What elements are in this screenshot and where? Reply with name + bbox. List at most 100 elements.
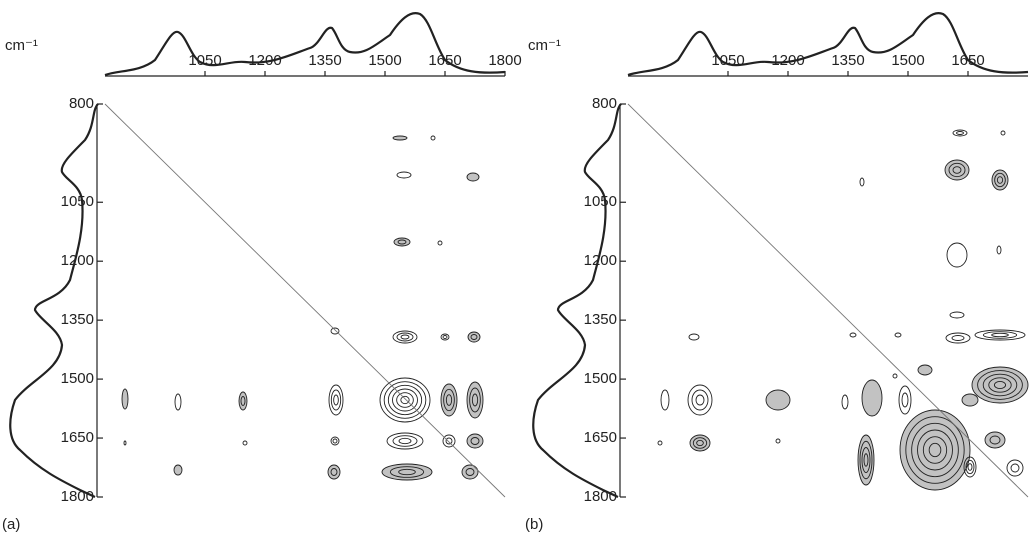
contour <box>445 437 453 445</box>
contour <box>174 393 182 411</box>
diagonal <box>627 103 1029 498</box>
contour <box>692 437 708 449</box>
left-spectrum <box>532 103 622 498</box>
contour <box>393 237 411 247</box>
contour <box>859 440 873 480</box>
contour <box>386 432 424 450</box>
contour <box>379 377 431 423</box>
y-tick-label: 1500 <box>584 370 617 387</box>
contour <box>392 330 418 344</box>
contour <box>991 332 1009 338</box>
y-tick-label: 1050 <box>61 193 94 210</box>
panel: 1050 1200 1350 1500 1650 1800 800 1050 1200 1350 1… <box>2 37 522 533</box>
contour <box>857 434 875 486</box>
contour <box>461 464 479 480</box>
contour <box>952 129 968 137</box>
contour <box>765 389 791 411</box>
contour <box>989 435 1001 445</box>
contour <box>894 332 902 338</box>
contour <box>400 334 410 340</box>
contour <box>967 463 973 471</box>
top-spectrum <box>627 12 1029 77</box>
contour <box>898 385 912 415</box>
contour <box>996 176 1004 184</box>
contour <box>982 373 1018 397</box>
y-tick-label: 800 <box>69 95 94 112</box>
contour <box>470 334 478 340</box>
contour <box>971 366 1029 404</box>
contour <box>442 335 448 339</box>
contour <box>922 436 948 464</box>
y-tick-label: 1650 <box>61 429 94 446</box>
contour <box>327 464 341 480</box>
contour <box>901 392 909 408</box>
contour <box>1006 459 1024 477</box>
contour <box>238 391 248 411</box>
contour <box>696 439 704 447</box>
contour <box>330 327 340 335</box>
contour <box>952 166 962 174</box>
contour <box>467 331 481 343</box>
contour <box>695 394 705 406</box>
y-tick-label: 800 <box>592 95 617 112</box>
contour <box>465 468 475 476</box>
contour <box>861 379 883 417</box>
y-tick-label: 1200 <box>61 252 94 269</box>
contour <box>1010 463 1020 473</box>
contour <box>775 438 781 444</box>
x-tick-label: 1350 <box>308 52 341 69</box>
contour <box>471 393 479 407</box>
contour <box>660 389 670 411</box>
contour <box>974 329 1026 341</box>
contour <box>123 440 127 446</box>
contour <box>994 172 1006 188</box>
contour <box>849 332 857 338</box>
contour <box>691 389 709 411</box>
panel-a-spectra <box>9 12 506 498</box>
top-spectrum <box>104 12 506 77</box>
contour <box>963 456 977 478</box>
contour <box>965 459 975 475</box>
contour <box>121 388 129 410</box>
contour <box>892 373 898 379</box>
axis-label: cm⁻¹ <box>5 37 38 54</box>
x-tick-label: 1050 <box>188 52 221 69</box>
contour <box>240 396 246 406</box>
contour <box>387 384 423 416</box>
contour <box>657 440 663 446</box>
x-tick-label: 1650 <box>428 52 461 69</box>
contour <box>437 240 443 246</box>
x-tick-label: 1350 <box>831 52 864 69</box>
contour <box>242 440 248 446</box>
contour <box>333 394 339 406</box>
contour <box>956 131 964 135</box>
contour <box>982 331 1018 339</box>
contour <box>383 381 427 419</box>
y-tick-label: 1800 <box>61 488 94 505</box>
contour <box>911 422 959 478</box>
y-tick-label: 1650 <box>584 429 617 446</box>
contour <box>330 389 342 411</box>
x-tick-label: 1050 <box>711 52 744 69</box>
y-tick-label: 1500 <box>61 370 94 387</box>
panel-b-spectra <box>532 12 1029 498</box>
contour <box>398 468 416 476</box>
contour <box>330 468 338 476</box>
contour <box>470 437 480 445</box>
contour <box>442 434 456 448</box>
contour <box>928 442 942 458</box>
contour <box>988 377 1012 393</box>
contour <box>430 135 436 141</box>
contour <box>961 393 979 407</box>
contour <box>948 162 966 178</box>
axis-label: cm⁻¹ <box>528 37 561 54</box>
contour <box>392 388 418 412</box>
contour <box>392 435 418 447</box>
panel-label: (b) <box>525 516 543 533</box>
contour <box>687 384 713 416</box>
contour <box>949 311 965 319</box>
y-tick-label: 1050 <box>584 193 617 210</box>
contour <box>899 409 971 491</box>
contour <box>977 370 1023 400</box>
